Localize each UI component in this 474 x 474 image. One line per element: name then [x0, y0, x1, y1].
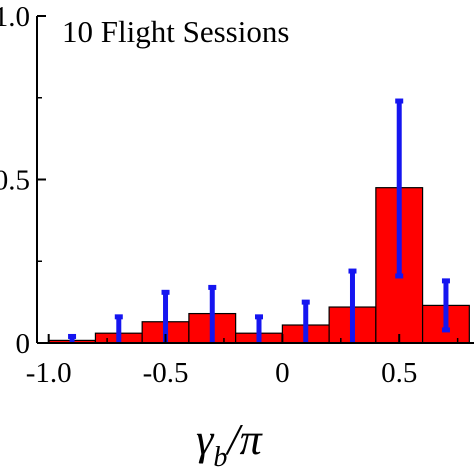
x-tick-label-2: 0 — [275, 357, 290, 389]
y-tick-label-1: 0.5 — [0, 165, 30, 197]
x-tick-label-1: -0.5 — [143, 357, 189, 389]
x-axis-label-tail: /π — [224, 415, 263, 464]
x-axis-label-subscript: b — [213, 442, 227, 473]
y-tick-label-2: 1.0 — [0, 1, 30, 33]
x-axis-label: γb/π — [196, 415, 264, 473]
x-axis-label-main: γ — [196, 415, 215, 464]
x-tick-label-0: -1.0 — [26, 357, 72, 389]
chart-title: 10 Flight Sessions — [62, 14, 289, 49]
x-tick-label-3: 0.5 — [381, 357, 417, 389]
y-tick-label-0: 0 — [16, 328, 31, 360]
